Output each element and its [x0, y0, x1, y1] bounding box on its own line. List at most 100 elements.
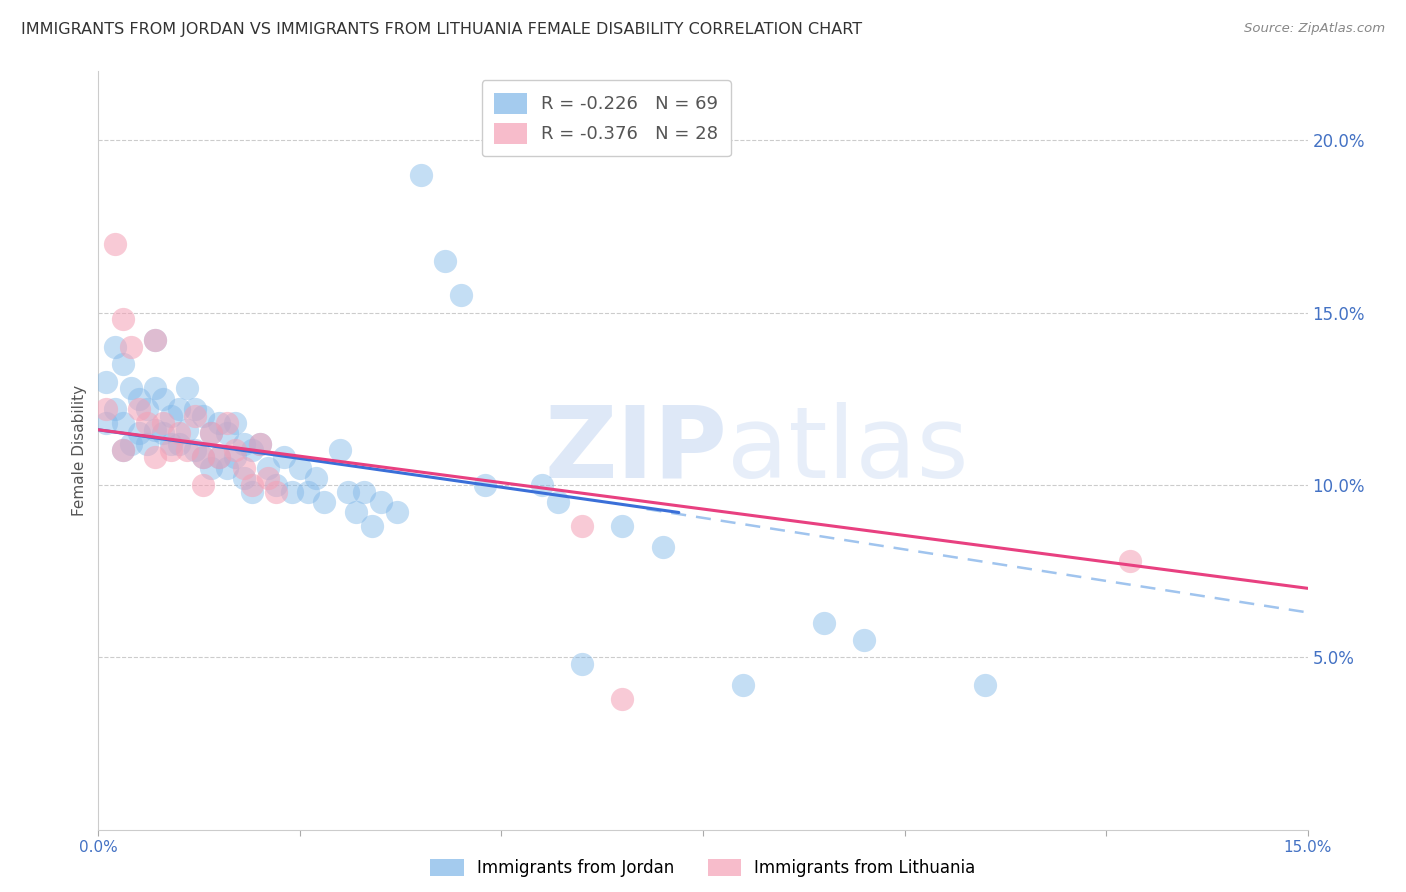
Point: [152, 426, 174, 441]
Point: [344, 506, 367, 520]
Point: [232, 436, 254, 450]
Point: [281, 484, 304, 499]
Point: [240, 484, 263, 499]
Point: [128, 402, 150, 417]
Point: [571, 519, 593, 533]
Point: [240, 443, 263, 458]
Point: [409, 168, 432, 182]
Point: [733, 678, 755, 692]
Point: [337, 484, 360, 499]
Point: [193, 450, 215, 465]
Point: [314, 495, 336, 509]
Point: [297, 484, 319, 499]
Point: [612, 691, 634, 706]
Point: [1119, 554, 1142, 568]
Point: [249, 436, 271, 450]
Point: [176, 423, 198, 437]
Point: [208, 450, 231, 465]
Point: [176, 381, 198, 395]
Point: [184, 402, 207, 417]
Point: [264, 484, 287, 499]
Point: [135, 416, 157, 430]
Point: [224, 416, 246, 430]
Point: [143, 381, 166, 395]
Point: [167, 426, 190, 441]
Point: [120, 436, 142, 450]
Point: [128, 392, 150, 406]
Point: [240, 478, 263, 492]
Point: [167, 402, 190, 417]
Point: [200, 426, 222, 441]
Point: [184, 409, 207, 423]
Point: [143, 333, 166, 347]
Point: [96, 402, 118, 417]
Point: [96, 375, 118, 389]
Point: [224, 443, 246, 458]
Point: [256, 460, 278, 475]
Point: [329, 443, 352, 458]
Point: [152, 392, 174, 406]
Point: [103, 236, 125, 251]
Point: [193, 450, 215, 465]
Point: [160, 443, 183, 458]
Point: [208, 416, 231, 430]
Point: [651, 540, 673, 554]
Legend: Immigrants from Jordan, Immigrants from Lithuania: Immigrants from Jordan, Immigrants from …: [423, 852, 983, 884]
Point: [111, 443, 134, 458]
Point: [217, 416, 239, 430]
Point: [208, 450, 231, 465]
Point: [143, 333, 166, 347]
Point: [530, 478, 553, 492]
Point: [120, 381, 142, 395]
Point: [135, 436, 157, 450]
Point: [305, 471, 328, 485]
Point: [160, 409, 183, 423]
Point: [135, 402, 157, 417]
Point: [152, 416, 174, 430]
Point: [143, 450, 166, 465]
Text: atlas: atlas: [727, 402, 969, 499]
Point: [353, 484, 375, 499]
Point: [143, 423, 166, 437]
Point: [361, 519, 384, 533]
Text: Source: ZipAtlas.com: Source: ZipAtlas.com: [1244, 22, 1385, 36]
Point: [167, 436, 190, 450]
Point: [232, 460, 254, 475]
Point: [385, 506, 408, 520]
Point: [111, 312, 134, 326]
Point: [217, 460, 239, 475]
Point: [288, 460, 311, 475]
Point: [571, 657, 593, 672]
Point: [264, 478, 287, 492]
Point: [120, 340, 142, 354]
Point: [111, 357, 134, 371]
Point: [450, 288, 472, 302]
Point: [96, 416, 118, 430]
Point: [200, 426, 222, 441]
Point: [474, 478, 496, 492]
Point: [813, 615, 835, 630]
Point: [370, 495, 392, 509]
Point: [128, 426, 150, 441]
Legend: R = -0.226   N = 69, R = -0.376   N = 28: R = -0.226 N = 69, R = -0.376 N = 28: [482, 80, 731, 156]
Point: [232, 471, 254, 485]
Point: [200, 460, 222, 475]
Point: [193, 409, 215, 423]
Point: [111, 443, 134, 458]
Point: [249, 436, 271, 450]
Point: [434, 253, 457, 268]
Text: ZIP: ZIP: [544, 402, 727, 499]
Point: [273, 450, 295, 465]
Point: [547, 495, 569, 509]
Point: [853, 633, 876, 648]
Point: [193, 478, 215, 492]
Point: [974, 678, 997, 692]
Point: [256, 471, 278, 485]
Y-axis label: Female Disability: Female Disability: [72, 384, 87, 516]
Point: [103, 402, 125, 417]
Point: [176, 443, 198, 458]
Text: IMMIGRANTS FROM JORDAN VS IMMIGRANTS FROM LITHUANIA FEMALE DISABILITY CORRELATIO: IMMIGRANTS FROM JORDAN VS IMMIGRANTS FRO…: [21, 22, 862, 37]
Point: [224, 450, 246, 465]
Point: [184, 443, 207, 458]
Point: [160, 436, 183, 450]
